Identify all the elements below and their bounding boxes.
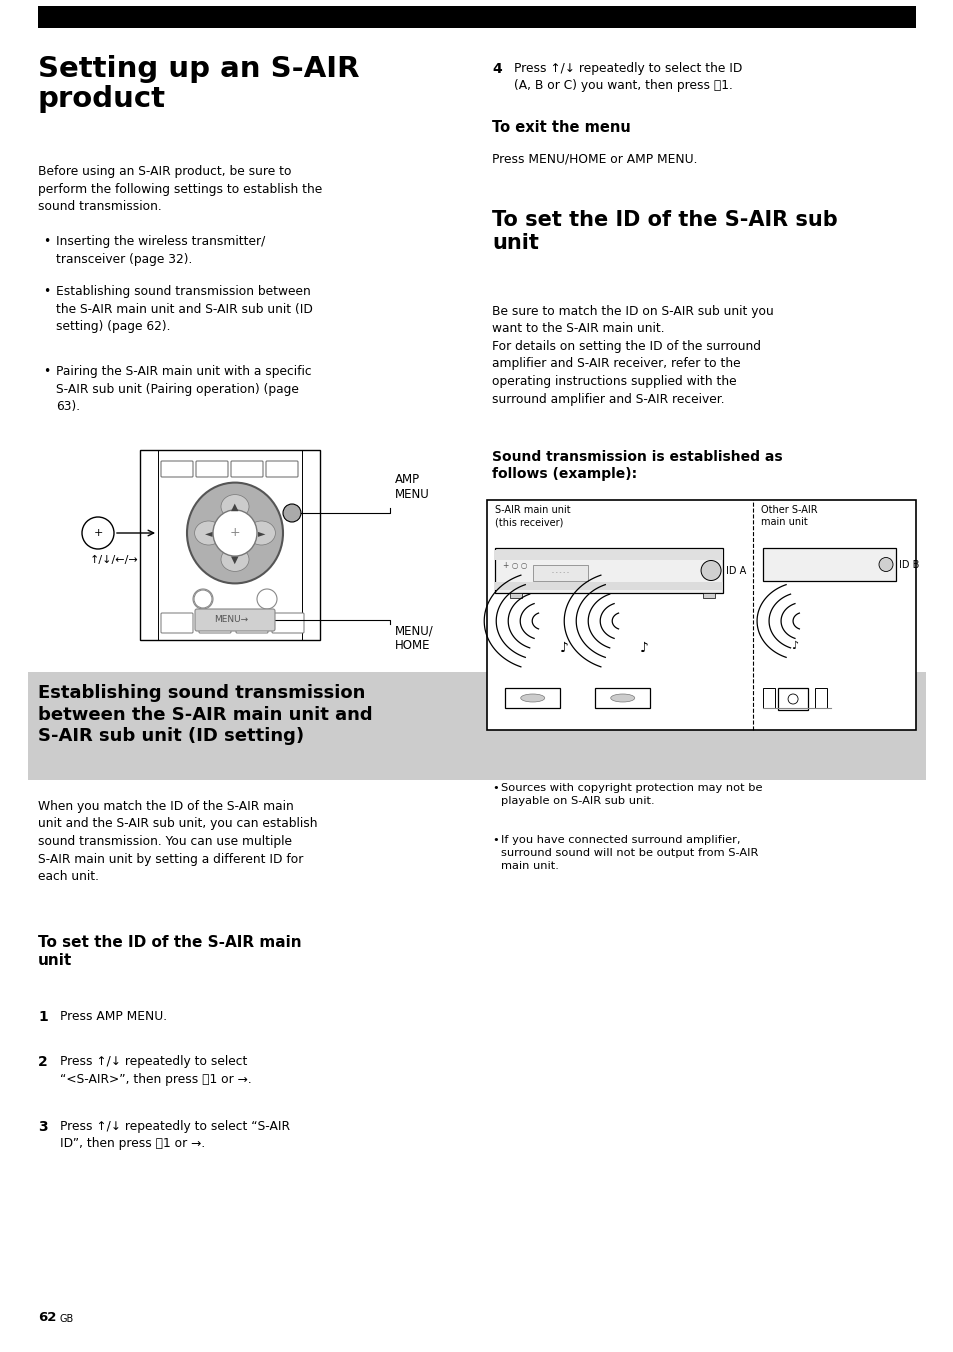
Ellipse shape xyxy=(221,495,249,519)
Ellipse shape xyxy=(520,694,544,702)
Text: S-AIR
sub unit: S-AIR sub unit xyxy=(513,703,552,725)
Text: ♪: ♪ xyxy=(824,717,830,726)
Text: ♪: ♪ xyxy=(790,641,798,652)
Circle shape xyxy=(193,589,213,608)
Text: ID B: ID B xyxy=(898,560,919,569)
Ellipse shape xyxy=(610,694,634,702)
Text: MENU/
HOME: MENU/ HOME xyxy=(395,625,434,652)
Text: +: + xyxy=(93,529,103,538)
Ellipse shape xyxy=(194,521,222,545)
Circle shape xyxy=(193,589,212,608)
Bar xyxy=(595,688,650,708)
Text: •: • xyxy=(43,285,51,297)
Bar xyxy=(487,500,915,730)
Text: ◄: ◄ xyxy=(205,529,213,538)
Ellipse shape xyxy=(247,521,275,545)
Circle shape xyxy=(787,694,798,704)
Text: Sources with copyright protection may not be
playable on S-AIR sub unit.: Sources with copyright protection may no… xyxy=(500,783,762,806)
Bar xyxy=(140,450,319,639)
Bar xyxy=(510,594,521,598)
Circle shape xyxy=(82,516,113,549)
Text: Setting up an S-AIR
product: Setting up an S-AIR product xyxy=(38,55,359,114)
Text: Press ↑/↓ repeatedly to select “S-AIR
ID”, then press ␀1 or →.: Press ↑/↓ repeatedly to select “S-AIR ID… xyxy=(60,1119,290,1151)
Text: ↑/↓/←/→: ↑/↓/←/→ xyxy=(90,556,138,565)
Text: ▲: ▲ xyxy=(231,502,238,511)
FancyBboxPatch shape xyxy=(194,608,274,631)
Text: Pairing the S-AIR main unit with a specific
S-AIR sub unit (Pairing operation) (: Pairing the S-AIR main unit with a speci… xyxy=(56,365,312,412)
Text: If you have connected surround amplifier,
surround sound will not be output from: If you have connected surround amplifier… xyxy=(500,836,758,872)
Text: ID B: ID B xyxy=(834,694,855,703)
Bar xyxy=(495,581,722,589)
Circle shape xyxy=(256,589,276,608)
Text: Notes: Notes xyxy=(492,754,536,768)
Text: AMP
MENU: AMP MENU xyxy=(395,473,429,502)
Ellipse shape xyxy=(221,548,249,572)
Text: S-AIR sub unit: S-AIR sub unit xyxy=(763,715,832,725)
Text: - - - - -: - - - - - xyxy=(551,571,568,576)
Text: ▼: ▼ xyxy=(231,554,238,564)
Text: Be sure to match the ID on S-AIR sub unit you
want to the S-AIR main unit.
For d: Be sure to match the ID on S-AIR sub uni… xyxy=(492,306,773,406)
Text: To exit the menu: To exit the menu xyxy=(492,120,630,135)
Text: Press ↑/↓ repeatedly to select the ID
(A, B or C) you want, then press ␀1.: Press ↑/↓ repeatedly to select the ID (A… xyxy=(514,62,741,92)
Bar xyxy=(495,548,722,594)
Bar xyxy=(762,688,774,708)
Text: When you match the ID of the S-AIR main
unit and the S-AIR sub unit, you can est: When you match the ID of the S-AIR main … xyxy=(38,800,317,883)
Text: GB: GB xyxy=(60,1314,74,1324)
FancyBboxPatch shape xyxy=(266,461,297,477)
Text: ID A: ID A xyxy=(561,694,582,703)
Text: ♪: ♪ xyxy=(559,641,569,654)
Text: +: + xyxy=(230,526,240,539)
Text: ID A: ID A xyxy=(652,694,672,703)
Text: •: • xyxy=(492,783,498,794)
Bar xyxy=(533,565,588,581)
Ellipse shape xyxy=(187,483,283,584)
Circle shape xyxy=(283,504,301,522)
Bar xyxy=(814,688,826,708)
Bar xyxy=(702,594,715,598)
Bar xyxy=(762,548,895,581)
FancyBboxPatch shape xyxy=(231,461,263,477)
Text: •: • xyxy=(492,836,498,845)
Text: S-AIR main unit
(this receiver): S-AIR main unit (this receiver) xyxy=(495,506,570,527)
FancyBboxPatch shape xyxy=(161,612,193,633)
Bar xyxy=(38,5,915,28)
Text: 1: 1 xyxy=(38,1010,48,1023)
Ellipse shape xyxy=(213,510,256,556)
Circle shape xyxy=(878,557,892,572)
Text: ♪: ♪ xyxy=(770,717,777,726)
Text: Press MENU/HOME or AMP MENU.: Press MENU/HOME or AMP MENU. xyxy=(492,151,697,165)
Text: + ○ ○: + ○ ○ xyxy=(502,561,527,571)
Text: Establishing sound transmission between
the S-AIR main unit and S-AIR sub unit (: Establishing sound transmission between … xyxy=(56,285,313,333)
FancyBboxPatch shape xyxy=(272,612,304,633)
FancyBboxPatch shape xyxy=(199,612,231,633)
Bar xyxy=(495,550,722,560)
Text: •: • xyxy=(43,365,51,379)
Text: ID A: ID A xyxy=(725,565,745,576)
Text: 2: 2 xyxy=(38,1055,48,1069)
Text: MENU→: MENU→ xyxy=(213,615,248,625)
Text: S-AIR
sub unit: S-AIR sub unit xyxy=(602,703,642,725)
Circle shape xyxy=(700,561,720,580)
Text: ♪: ♪ xyxy=(639,641,648,654)
Text: To set the ID of the S-AIR main
unit: To set the ID of the S-AIR main unit xyxy=(38,936,301,968)
Text: Press ↑/↓ repeatedly to select
“<S-AIR>”, then press ␀1 or →.: Press ↑/↓ repeatedly to select “<S-AIR>”… xyxy=(60,1055,252,1086)
Text: Press AMP MENU.: Press AMP MENU. xyxy=(60,1010,167,1023)
Bar xyxy=(28,672,925,780)
Text: •: • xyxy=(43,235,51,247)
Text: Establishing sound transmission
between the S-AIR main unit and
S-AIR sub unit (: Establishing sound transmission between … xyxy=(38,684,373,745)
Text: To set the ID of the S-AIR sub
unit: To set the ID of the S-AIR sub unit xyxy=(492,210,837,253)
Bar xyxy=(505,688,559,708)
Text: 62: 62 xyxy=(38,1311,56,1324)
Text: Sound transmission is established as
follows (example):: Sound transmission is established as fol… xyxy=(492,450,782,481)
Text: 4: 4 xyxy=(492,62,501,76)
FancyBboxPatch shape xyxy=(235,612,268,633)
FancyBboxPatch shape xyxy=(195,461,228,477)
Text: Before using an S-AIR product, be sure to
perform the following settings to esta: Before using an S-AIR product, be sure t… xyxy=(38,165,322,214)
Bar xyxy=(778,688,807,710)
FancyBboxPatch shape xyxy=(161,461,193,477)
Text: ►: ► xyxy=(257,529,265,538)
Text: Other S-AIR
main unit: Other S-AIR main unit xyxy=(760,506,817,527)
Text: Inserting the wireless transmitter/
transceiver (page 32).: Inserting the wireless transmitter/ tran… xyxy=(56,235,265,265)
Text: 3: 3 xyxy=(38,1119,48,1134)
